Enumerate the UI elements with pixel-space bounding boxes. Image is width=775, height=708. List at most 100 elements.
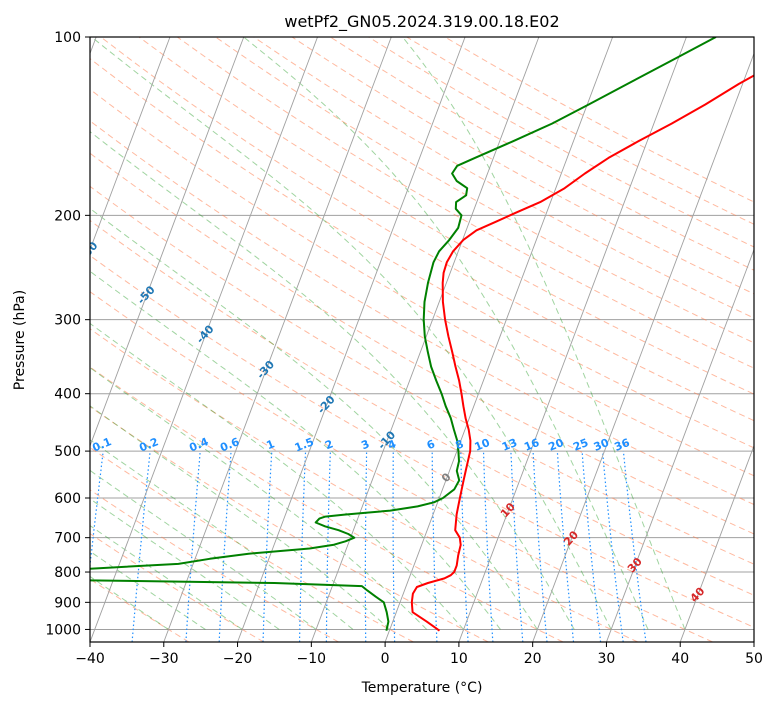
dry-adiabat [138, 37, 754, 395]
plot-frame [89, 36, 755, 643]
mixing-ratio-line [364, 451, 368, 642]
dry-adiabat [90, 366, 564, 642]
dry-adiabat [90, 406, 489, 642]
isotherm-line [458, 37, 687, 642]
dry-adiabat [90, 533, 264, 642]
isotherm-line [237, 37, 466, 642]
moist-adiabats [90, 37, 686, 630]
mixing-ratio-label: 20 [546, 436, 565, 454]
dry-adiabat [90, 291, 713, 642]
y-axis: 1000 900 800 700 600 500 400 300 200 100 [45, 30, 90, 638]
adiabat-label: -60 [78, 239, 101, 263]
dry-adiabat [90, 88, 754, 477]
moist-adiabat [91, 37, 612, 630]
adiabat-label: -50 [135, 283, 158, 307]
mixing-ratio-label: 13 [500, 436, 519, 454]
dry-adiabats [90, 37, 754, 642]
y-tick-label: 300 [54, 313, 81, 329]
moist-adiabat [90, 524, 243, 630]
x-tick-label: 30 [598, 651, 616, 667]
y-tick-label: 100 [54, 30, 81, 46]
moist-adiabat [90, 575, 169, 630]
dry-adiabat [90, 578, 190, 642]
isotherm-line [90, 37, 171, 251]
isotherm-line [163, 37, 392, 642]
mixing-ratio-label: 6 [425, 437, 437, 452]
mixing-ratio-line [622, 451, 647, 642]
dry-adiabat [253, 37, 754, 319]
dry-adiabat [90, 120, 754, 506]
y-tick-label: 400 [54, 387, 81, 403]
mixing-ratio-line [532, 451, 548, 642]
isotherm-line [90, 37, 318, 642]
profile-series [90, 37, 754, 632]
x-tick-label: 0 [381, 651, 390, 667]
mixing-ratio-line [602, 451, 624, 642]
adiabat-label: -40 [194, 322, 217, 346]
x-tick-label: −30 [149, 651, 179, 667]
adiabat-labels: 0.10.20.40.611.52346810131620253036-100-… [22, 190, 708, 605]
dry-adiabat [90, 152, 754, 535]
dry-adiabat [291, 37, 754, 295]
isotherm-line [384, 37, 614, 642]
dry-adiabat [90, 254, 754, 628]
dry-adiabat [329, 37, 754, 271]
x-tick-label: 50 [745, 651, 763, 667]
adiabat-label: 0 [439, 470, 454, 485]
y-tick-label: 700 [54, 531, 81, 547]
moist-adiabat [243, 37, 649, 630]
moist-adiabat [90, 131, 575, 630]
x-tick-label: −20 [223, 651, 253, 667]
mixing-ratio-line [299, 451, 307, 642]
isotherm-line [753, 640, 754, 642]
y-tick-label: 500 [54, 444, 81, 460]
dry-adiabat [90, 185, 754, 565]
isotherm-grid [90, 37, 754, 642]
mixing-ratio-label: 0.6 [218, 435, 241, 454]
mixing-ratio-line [90, 451, 104, 571]
isobar-grid [90, 37, 754, 630]
mixing-ratio-label: 16 [522, 436, 541, 454]
y-axis-label: Pressure (hPa) [12, 290, 28, 390]
y-tick-label: 800 [54, 565, 81, 581]
mixing-ratio-label: 1.5 [293, 435, 316, 454]
mixing-ratio-label: 30 [592, 436, 611, 454]
mixing-ratio-label: 25 [571, 436, 590, 454]
dewpoint-profile-line [90, 37, 717, 631]
mixing-ratio-line [185, 451, 201, 642]
adiabat-label: -30 [254, 358, 277, 382]
moist-adiabat [90, 550, 206, 630]
y-tick-label: 600 [54, 491, 81, 507]
x-axis: −40 −30 −20 −10 0 10 20 30 40 50 [75, 642, 763, 667]
mixing-ratio-line [556, 451, 575, 642]
mixing-ratio-line [392, 451, 396, 642]
adiabat-label: 40 [688, 584, 708, 604]
mixing-ratio-label: 10 [473, 436, 492, 454]
isotherm-line [606, 248, 754, 642]
dry-adiabat [90, 489, 339, 642]
mixing-ratio-label: 0.4 [187, 435, 210, 454]
moist-adiabat [90, 405, 391, 630]
moist-adiabat [90, 270, 501, 630]
dry-adiabat [100, 37, 754, 422]
adiabat-label: -70 [22, 190, 45, 214]
adiabat-label: 10 [498, 500, 518, 520]
x-tick-label: 40 [671, 651, 689, 667]
mixing-ratio-line [581, 451, 602, 642]
chart-title: wetPf2_GN05.2024.319.00.18.E02 [284, 12, 559, 32]
x-tick-label: −40 [75, 651, 105, 667]
moist-adiabat [90, 439, 354, 630]
mixing-ratio-label: 8 [453, 437, 465, 452]
mixing-ratio-label: 2 [323, 437, 335, 452]
x-tick-label: 20 [524, 651, 542, 667]
moist-adiabat [90, 469, 317, 630]
y-tick-label: 200 [54, 208, 81, 224]
isotherm-line [90, 37, 245, 448]
adiabat-label: -20 [315, 393, 338, 417]
dry-adiabat [215, 37, 754, 344]
y-tick-label: 1000 [45, 622, 81, 638]
mixing-ratio-label: 36 [613, 436, 632, 454]
dry-adiabat [177, 37, 754, 369]
temperature-profile-line [410, 74, 754, 632]
